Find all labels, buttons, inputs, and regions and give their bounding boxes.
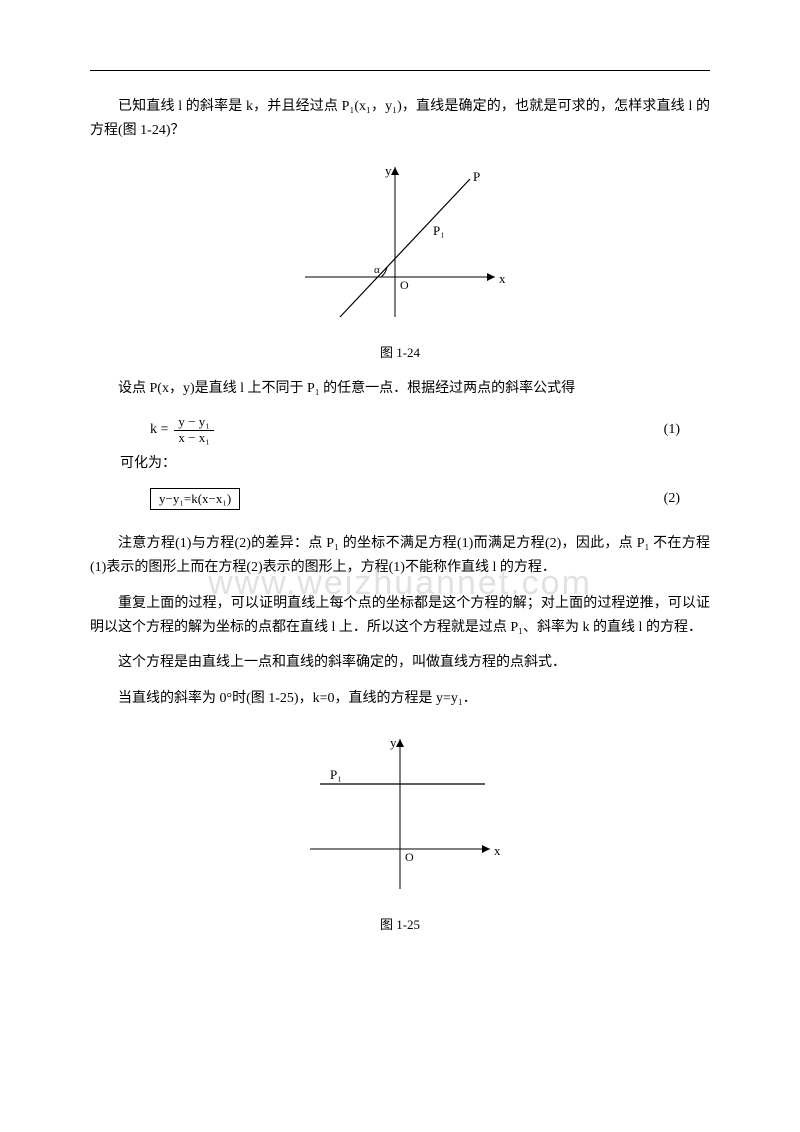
eq2-number: (2) (664, 491, 710, 507)
fig2-axis-y-label: y (390, 735, 397, 750)
figure-1-25-caption: 图 1-25 (90, 914, 710, 933)
equation-1-block: k = y − y₁ x − x₁ (1) (150, 408, 710, 452)
eq1-numerator: y − y₁ (174, 415, 213, 431)
fig2-p1-label: P₁ (330, 767, 342, 782)
figure-1-25-svg: y x O P₁ (290, 729, 510, 899)
eq1-fraction: y − y₁ x − x₁ (174, 415, 213, 446)
figure-1-24-svg: y x O P P₁ α (285, 157, 515, 327)
origin-label: O (400, 278, 409, 292)
fig2-origin-label: O (405, 850, 414, 864)
paragraph-1: 已知直线 l 的斜率是 k，并且经过点 P₁(x₁，y₁)，直线是确定的，也就是… (90, 95, 710, 143)
equation-2-block: y−y₁=k(x−x₁) (2) (150, 484, 710, 514)
point-p-label: P (473, 169, 480, 184)
paragraph-6: 当直线的斜率为 0°时(图 1-25)，k=0，直线的方程是 y=y₁． (90, 687, 710, 711)
paragraph-5: 这个方程是由直线上一点和直线的斜率确定的，叫做直线方程的点斜式． (90, 651, 710, 675)
eq1-lhs: k = (150, 422, 168, 438)
eq-transition: 可化为： (120, 452, 710, 476)
eq2-boxed: y−y₁=k(x−x₁) (150, 488, 240, 510)
point-p1-label: P₁ (433, 223, 445, 238)
page: www.weizhuannet.com 已知直线 l 的斜率是 k，并且经过点 … (0, 0, 800, 999)
paragraph-3: 注意方程(1)与方程(2)的差异：点 P₁ 的坐标不满足方程(1)而满足方程(2… (90, 532, 710, 580)
figure-1-25: y x O P₁ (90, 729, 710, 904)
angle-alpha-label: α (374, 264, 380, 276)
eq1-denominator: x − x₁ (174, 431, 213, 446)
paragraph-4: 重复上面的过程，可以证明直线上每个点的坐标都是这个方程的解；对上面的过程逆推，可… (90, 592, 710, 640)
eq1-number: (1) (664, 422, 710, 438)
fig2-axis-x-label: x (494, 843, 501, 858)
axis-x-label: x (499, 271, 506, 286)
top-rule (90, 70, 710, 71)
figure-1-24-caption: 图 1-24 (90, 342, 710, 361)
paragraph-2: 设点 P(x，y)是直线 l 上不同于 P₁ 的任意一点．根据经过两点的斜率公式… (90, 377, 710, 401)
axis-y-label: y (385, 163, 392, 178)
figure-1-24: y x O P P₁ α (90, 157, 710, 332)
